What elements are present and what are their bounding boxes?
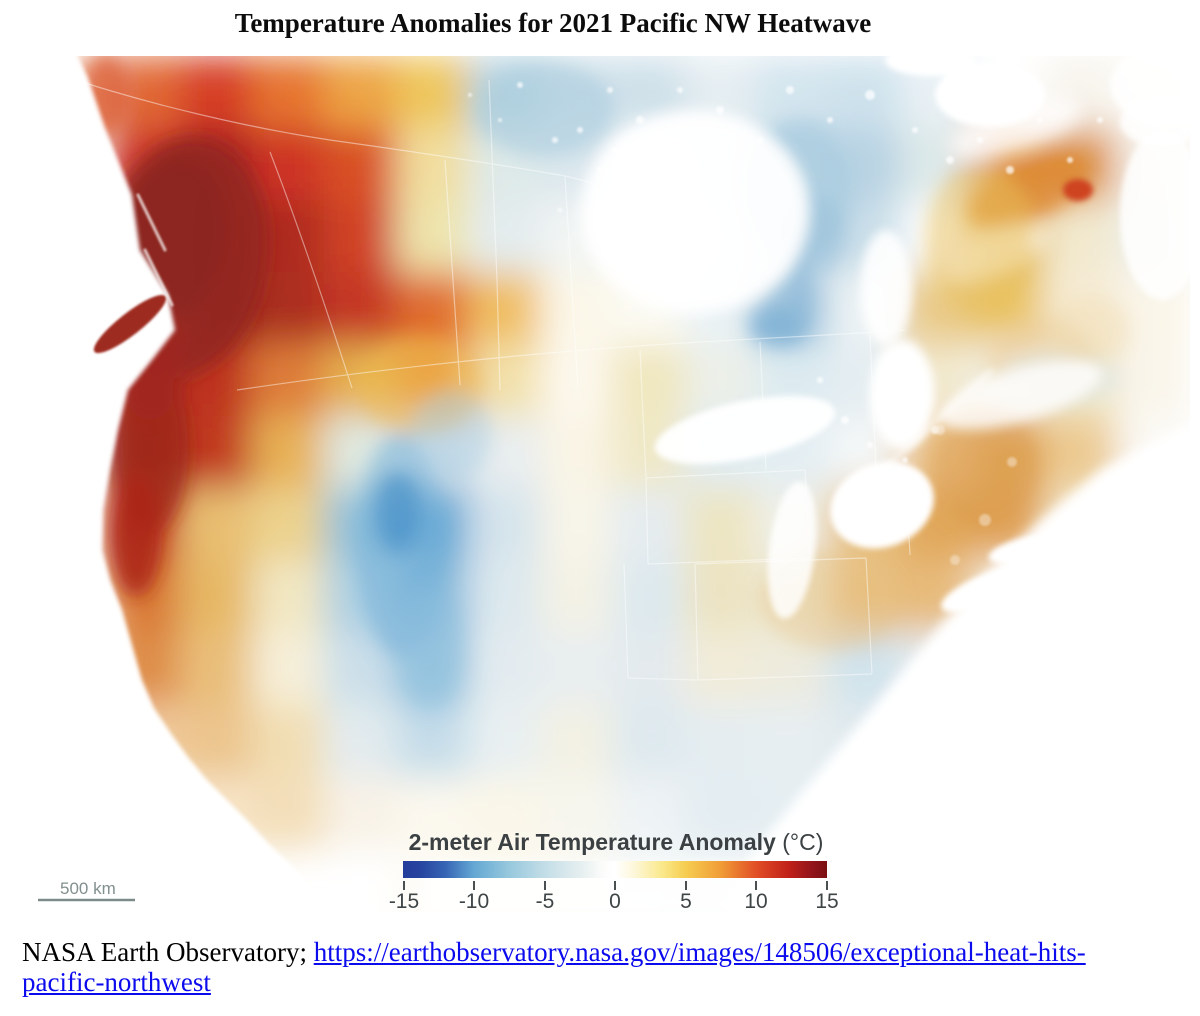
svg-text:10: 10 xyxy=(744,890,767,913)
svg-text:0: 0 xyxy=(609,890,621,913)
svg-text:15: 15 xyxy=(815,890,838,913)
svg-text:500 km: 500 km xyxy=(60,879,116,898)
svg-text:-5: -5 xyxy=(536,890,555,913)
svg-text:-15: -15 xyxy=(389,890,419,913)
svg-text:5: 5 xyxy=(680,890,692,913)
svg-text:2-meter Air Temperature Anomal: 2-meter Air Temperature Anomaly (°C) xyxy=(409,829,824,855)
svg-text:-10: -10 xyxy=(459,890,489,913)
